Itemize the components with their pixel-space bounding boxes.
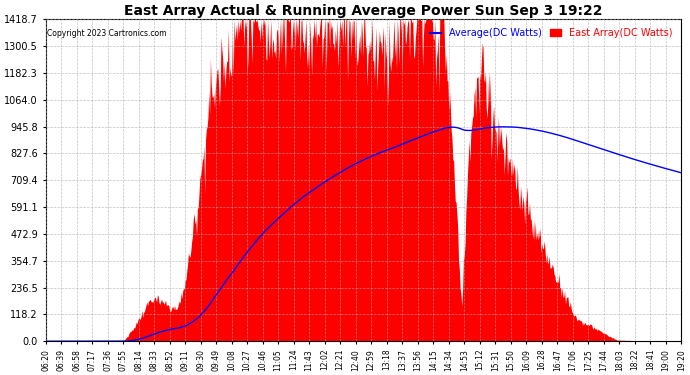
Text: Copyright 2023 Cartronics.com: Copyright 2023 Cartronics.com — [47, 29, 166, 38]
Title: East Array Actual & Running Average Power Sun Sep 3 19:22: East Array Actual & Running Average Powe… — [124, 4, 602, 18]
Legend: Average(DC Watts), East Array(DC Watts): Average(DC Watts), East Array(DC Watts) — [426, 24, 676, 42]
